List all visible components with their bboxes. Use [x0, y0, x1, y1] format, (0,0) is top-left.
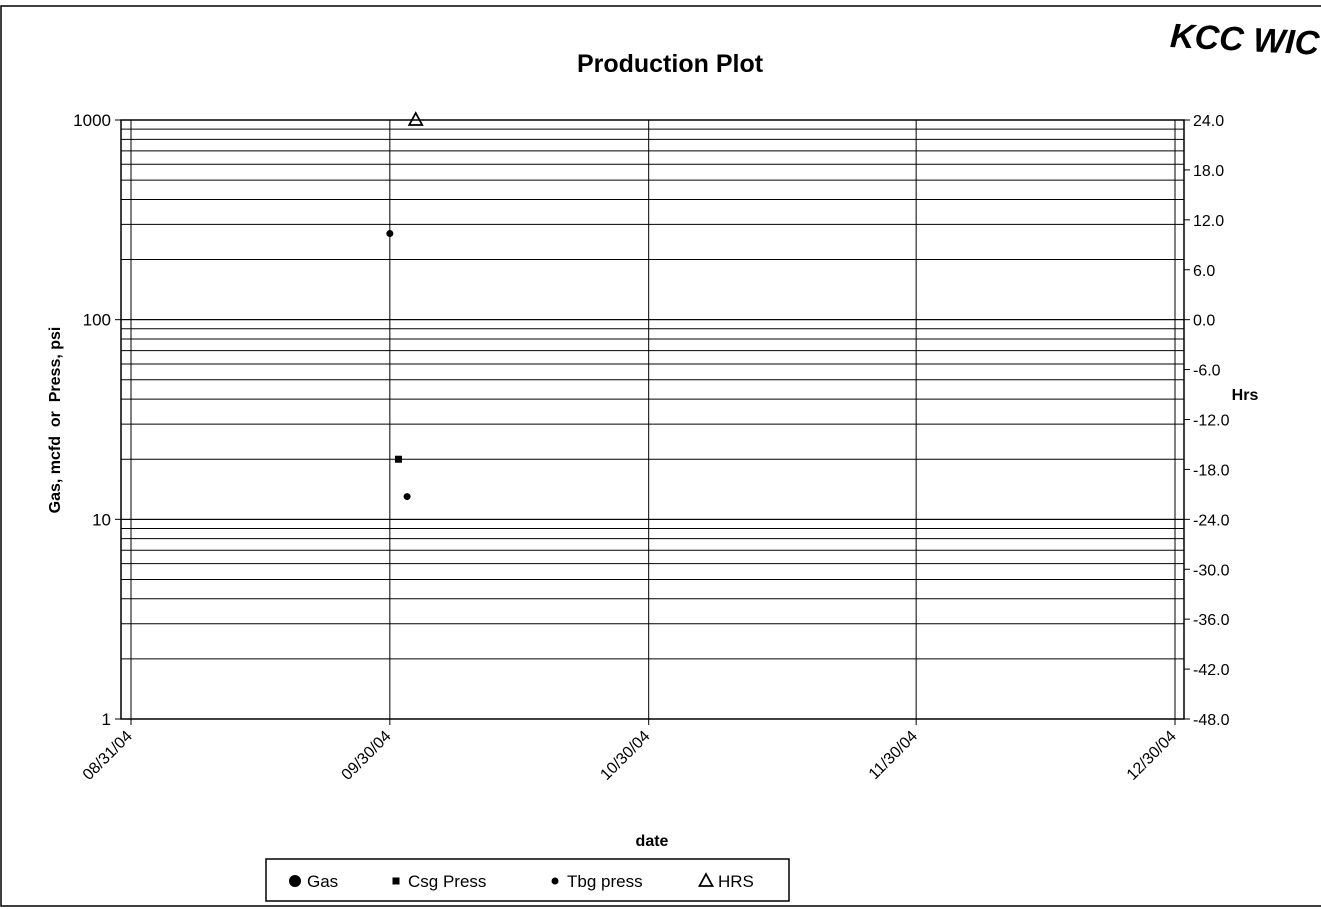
hrs-point [407, 111, 424, 126]
y2-axis-label: Hrs [1232, 387, 1259, 404]
y2-tick-label: -42.0 [1193, 662, 1230, 679]
legend-label-gas: Gas [307, 872, 338, 891]
grid-lines [121, 119, 1184, 720]
y2-tick-label: -6.0 [1193, 363, 1221, 380]
data-points [386, 111, 424, 501]
legend-marker-csg-press [392, 877, 400, 885]
legend-marker-hrs [697, 872, 715, 887]
x-tick-label: 09/30/04 [339, 728, 395, 784]
legend-box [265, 858, 790, 902]
stamp-text: KCC WIC [1169, 17, 1320, 63]
legend-marker-gas [289, 875, 301, 887]
tbg-press-point [386, 230, 394, 238]
y-tick-label: 1000 [73, 111, 111, 130]
legend: Gas Csg Press Tbg press HRS [265, 858, 790, 902]
x-tick-label: 12/30/04 [1124, 728, 1180, 784]
x-axis-ticks: 08/31/04 09/30/04 10/30/04 11/30/04 12/30/04 [80, 719, 1180, 784]
y2-tick-label: 12.0 [1193, 213, 1224, 230]
csg-press-point [394, 455, 402, 463]
y2-tick-label: 24.0 [1193, 113, 1224, 130]
chart-title: Production Plot [577, 50, 764, 78]
y2-tick-label: 18.0 [1193, 163, 1224, 180]
y-axis-label: Gas, mcfd or Press, psi [47, 327, 64, 514]
y-axis-ticks: 1 10 100 1000 [73, 111, 121, 729]
y2-tick-label: -12.0 [1193, 413, 1230, 430]
legend-label-tbg-press: Tbg press [567, 872, 643, 891]
chart-border [0, 5, 1321, 907]
plot-area-frame [120, 119, 1185, 720]
tbg-press-point [403, 493, 411, 501]
legend-label-csg-press: Csg Press [408, 872, 486, 891]
y2-tick-label: -48.0 [1193, 712, 1230, 729]
y2-tick-label: -24.0 [1193, 512, 1230, 529]
y-tick-label: 10 [92, 510, 111, 529]
y2-axis-ticks: 24.0 18.0 12.0 6.0 0.0 -6.0 -12.0 -18.0 -24.0 -30… [1184, 113, 1230, 729]
y-tick-label: 1 [102, 710, 111, 729]
y2-tick-label: -18.0 [1193, 462, 1230, 479]
x-tick-label: 08/31/04 [80, 728, 136, 784]
x-tick-label: 10/30/04 [597, 728, 653, 784]
legend-marker-tbg-press [551, 877, 559, 885]
y-tick-label: 100 [83, 311, 111, 330]
x-axis-label: date [636, 833, 669, 850]
y2-tick-label: -36.0 [1193, 612, 1230, 629]
y2-tick-label: -30.0 [1193, 562, 1230, 579]
x-tick-label: 11/30/04 [866, 728, 921, 783]
y2-tick-label: 6.0 [1193, 263, 1215, 280]
y2-tick-label: 0.0 [1193, 313, 1215, 330]
legend-label-hrs: HRS [718, 872, 754, 891]
